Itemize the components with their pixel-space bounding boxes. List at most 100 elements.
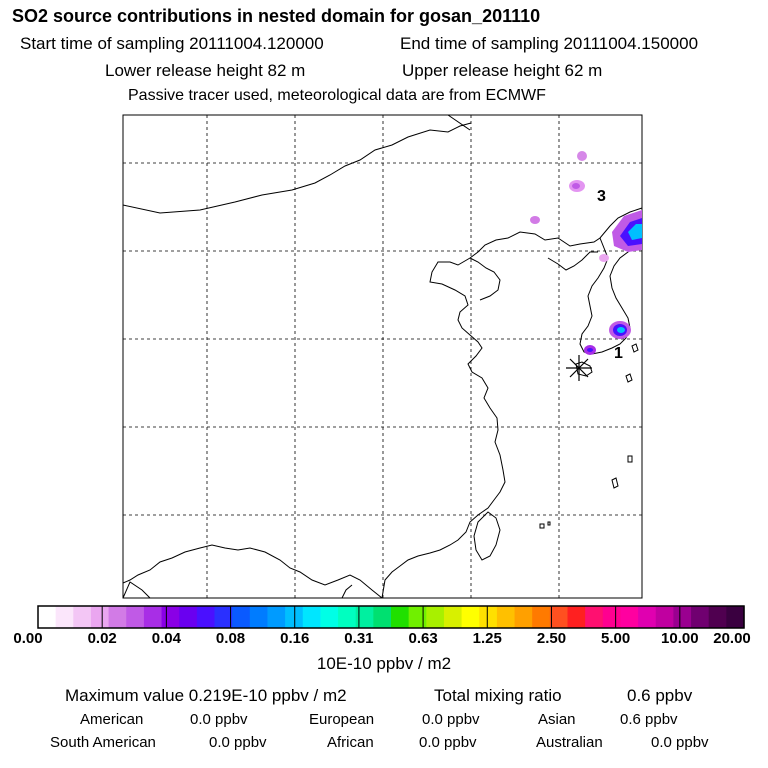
plot-title: SO2 source contributions in nested domai…: [12, 6, 541, 26]
colorbar-swatch: [73, 606, 92, 628]
colorbar-swatch: [338, 606, 357, 628]
colorbar-swatch: [655, 606, 674, 628]
map-frame: [122, 114, 643, 599]
region-south-american-name: South American: [50, 734, 156, 751]
colorbar-swatch: [461, 606, 480, 628]
colorbar-label: 5.00: [601, 630, 631, 647]
region-european-name: European: [309, 711, 375, 728]
border-sw-corner: [122, 581, 151, 599]
plume-blob: [617, 327, 625, 333]
colorbar-label: 0.08: [215, 630, 246, 647]
colorbar-swatch: [532, 606, 551, 628]
region-australian-value: 0.0 ppbv: [651, 734, 709, 751]
colorbar-label: 0.31: [344, 630, 374, 647]
colorbar-swatch: [302, 606, 321, 628]
colorbar-swatch: [585, 606, 604, 628]
china-coast: [381, 207, 643, 599]
source-number-1: 1: [614, 345, 623, 362]
colorbar-frame: [37, 605, 745, 629]
liaodong-coast: [547, 251, 598, 271]
station-marker: [566, 355, 592, 381]
lower-release-height: Lower release height 82 m: [105, 61, 306, 80]
colorbar-swatch: [179, 606, 198, 628]
region-african-value: 0.0 ppbv: [419, 734, 477, 751]
colorbar-swatch: [108, 606, 127, 628]
colorbar-swatch: [126, 606, 145, 628]
colorbar-swatch: [196, 606, 216, 628]
colorbar-swatch: [232, 606, 251, 628]
plume-blob: [599, 254, 609, 262]
end-time-label: End time of sampling 20111004.150000: [400, 34, 699, 53]
colorbar-label: 0.63: [408, 630, 438, 647]
colorbar-swatch: [479, 606, 498, 628]
colorbar-label: 0.04: [151, 630, 181, 647]
colorbar-swatch: [267, 606, 286, 628]
bohai-coast: [469, 257, 501, 301]
colorbar: [38, 606, 745, 628]
southwest-border: [122, 544, 383, 599]
colorbar-swatch: [426, 606, 445, 628]
colorbar-units: 10E-10 ppbv / m2: [316, 654, 452, 673]
plume-blob: [577, 151, 587, 161]
total-mixing-label: Total mixing ratio: [434, 686, 562, 705]
colorbar-swatch: [408, 606, 427, 628]
region-american-value: 0.0 ppbv: [190, 711, 248, 728]
region-african-name: African: [327, 734, 374, 751]
korea-peninsula: [579, 237, 643, 355]
region-australian-name: Australian: [536, 734, 603, 751]
jeju-island: [575, 361, 593, 377]
colorbar-swatch: [355, 606, 374, 628]
colorbar-swatch: [55, 606, 74, 628]
colorbar-swatch: [320, 606, 339, 628]
colorbar-swatch: [567, 606, 586, 628]
colorbar-label: 0.00: [13, 630, 43, 647]
region-asian-value: 0.6 ppbv: [620, 711, 678, 728]
colorbar-swatch: [161, 606, 180, 628]
colorbar-swatch: [391, 606, 410, 628]
colorbar-swatch: [285, 606, 304, 628]
coastlines: [122, 114, 643, 599]
plume-blob: [587, 348, 593, 352]
colorbar-swatch: [638, 606, 657, 628]
colorbar-swatch: [38, 606, 57, 628]
source-number-3: 3: [597, 188, 606, 205]
start-time-label: Start time of sampling 20111004.120000: [20, 34, 324, 53]
colorbar-label: 1.25: [472, 630, 502, 647]
colorbar-label: 0.02: [87, 630, 117, 647]
maximum-value: Maximum value 0.219E-10 ppbv / m2: [65, 686, 347, 705]
tracer-note: Passive tracer used, meteorological data…: [128, 87, 546, 104]
total-mixing-value: 0.6 ppbv: [627, 686, 693, 705]
region-american-name: American: [80, 711, 144, 728]
colorbar-swatch: [443, 606, 463, 628]
colorbar-swatch: [549, 606, 569, 628]
plume-blob: [530, 216, 540, 224]
small-islands: [539, 343, 639, 529]
graticule: [123, 115, 642, 598]
border-south: [341, 584, 353, 599]
colorbar-swatch: [143, 606, 163, 628]
colorbar-swatch: [726, 606, 745, 628]
plume-blob: [572, 183, 580, 189]
upper-release-height: Upper release height 62 m: [402, 61, 603, 80]
plume-blob: [628, 224, 642, 240]
colorbar-label: 0.16: [280, 630, 310, 647]
colorbar-label: 20.00: [713, 630, 751, 647]
taiwan-island: [473, 511, 501, 561]
region-european-value: 0.0 ppbv: [422, 711, 480, 728]
colorbar-swatch: [673, 606, 692, 628]
region-south-american-value: 0.0 ppbv: [209, 734, 267, 751]
colorbar-swatch: [691, 606, 710, 628]
region-asian-name: Asian: [538, 711, 576, 728]
colorbar-swatch: [620, 606, 639, 628]
colorbar-label: 2.50: [536, 630, 567, 647]
colorbar-swatch: [373, 606, 392, 628]
so2-plumes: [530, 151, 642, 355]
colorbar-swatch: [514, 606, 533, 628]
colorbar-swatch: [249, 606, 269, 628]
colorbar-swatch: [708, 606, 727, 628]
mongolia-border: [122, 114, 472, 214]
colorbar-swatch: [90, 606, 110, 628]
colorbar-swatch: [496, 606, 516, 628]
colorbar-swatch: [214, 606, 233, 628]
